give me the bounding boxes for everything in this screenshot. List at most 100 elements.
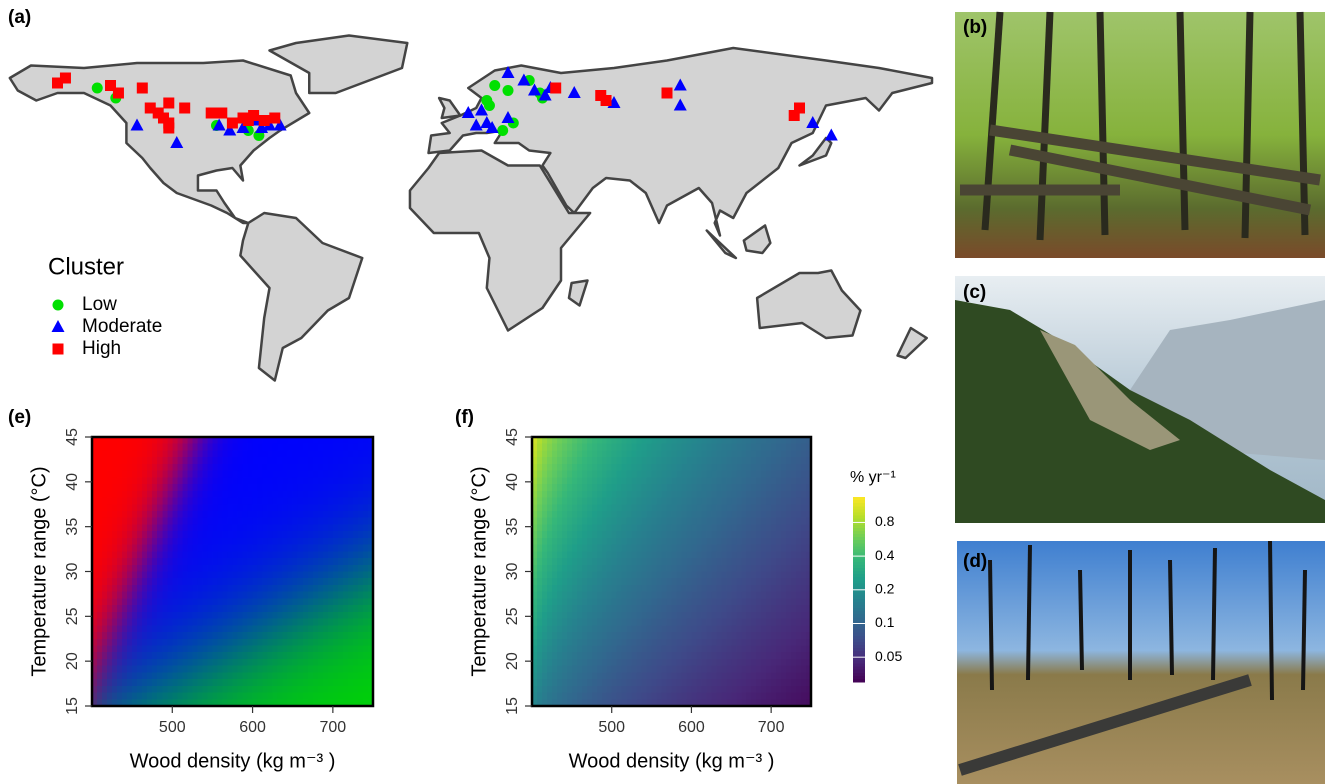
heat-cell: [197, 699, 203, 707]
heat-cell: [242, 665, 249, 673]
heat-cell: [172, 564, 178, 573]
heat-cell: [546, 699, 553, 707]
heat-cell: [352, 470, 359, 478]
heat-cell: [566, 611, 573, 620]
heat-cell: [222, 510, 229, 519]
heat-cell: [721, 457, 727, 465]
heat-cell: [362, 679, 369, 687]
heat-cell: [242, 632, 249, 640]
heat-cell: [532, 531, 538, 539]
heat-cell: [297, 490, 304, 499]
heat-cell: [671, 470, 678, 478]
heat-cell: [192, 443, 198, 452]
heat-cell: [781, 544, 787, 552]
x-tick-label: 600: [678, 719, 705, 736]
heat-cell: [611, 517, 618, 526]
heat-cell: [327, 477, 334, 485]
heat-cell: [676, 558, 683, 566]
heat-cell: [556, 652, 563, 660]
heat-cell: [252, 618, 259, 626]
heat-cell: [342, 584, 349, 593]
heat-cell: [621, 605, 628, 613]
heat-cell: [586, 517, 593, 526]
heat-cell: [581, 470, 588, 478]
heat-cell: [691, 484, 698, 492]
heat-cell: [641, 564, 648, 573]
heat-cell: [277, 477, 284, 485]
heat-cell: [591, 484, 598, 492]
heat-cell: [666, 558, 673, 566]
heat-cell: [806, 477, 812, 485]
heat-cell: [237, 497, 244, 505]
heat-cell: [162, 484, 168, 492]
heat-cell: [596, 457, 603, 465]
heat-cell: [776, 652, 782, 660]
heat-cell: [177, 490, 183, 499]
heat-cell: [621, 679, 628, 687]
heat-cell: [656, 598, 663, 606]
heat-cell: [571, 665, 578, 673]
heat-cell: [122, 584, 128, 593]
heat-cell: [202, 665, 209, 673]
heat-cell: [182, 672, 188, 680]
heat-cell: [756, 484, 762, 492]
heat-cell: [217, 544, 224, 552]
heat-cell: [362, 463, 369, 472]
heat-cell: [292, 632, 299, 640]
heat-cell: [731, 632, 737, 640]
heat-cell: [312, 672, 319, 680]
heat-cell: [581, 544, 588, 552]
heat-cell: [357, 685, 364, 694]
heat-cell: [317, 457, 324, 465]
heat-cell: [342, 665, 349, 673]
heat-cell: [287, 537, 294, 546]
heat-cell: [581, 531, 588, 539]
heat-cell: [546, 551, 553, 559]
heat-cell: [686, 611, 693, 620]
heat-cell: [252, 584, 259, 593]
heat-cell: [736, 632, 742, 640]
heat-cell: [661, 578, 668, 586]
heat-cell: [192, 591, 198, 599]
heat-cell: [212, 437, 219, 445]
heat-cell: [776, 470, 782, 478]
heat-cell: [756, 679, 762, 687]
y-tick-label: 25: [504, 607, 521, 625]
point: [550, 82, 562, 94]
heat-cell: [601, 490, 608, 499]
heat-cell: [147, 632, 153, 640]
heat-cell: [636, 551, 643, 559]
point: [163, 122, 175, 134]
heat-cell: [197, 611, 203, 620]
heat-cell: [282, 591, 289, 599]
heat-cell: [576, 544, 583, 552]
heat-cell: [307, 645, 314, 653]
heat-cell: [307, 470, 314, 478]
heat-cell: [561, 692, 568, 700]
heat-cell: [242, 470, 249, 478]
heat-cell: [601, 457, 608, 465]
heat-cell: [546, 517, 553, 526]
land: [896, 326, 928, 360]
heat-cell: [786, 463, 792, 472]
heat-cell: [242, 584, 249, 593]
heat-cell: [357, 564, 364, 573]
heat-cell: [332, 463, 339, 472]
heat-cell: [556, 497, 563, 505]
heat-cell: [771, 517, 777, 526]
heat-cell: [162, 632, 168, 640]
heat-cell: [167, 517, 173, 526]
heat-cell: [362, 497, 369, 505]
heat-cell: [212, 484, 219, 492]
heat-cell: [536, 584, 543, 593]
heat-cell: [736, 605, 742, 613]
heat-cell: [791, 632, 797, 640]
heat-cell: [626, 618, 633, 626]
heat-cell: [197, 578, 203, 586]
heat-cell: [197, 685, 203, 694]
heat-cell: [337, 470, 344, 478]
heat-cell: [706, 658, 712, 667]
heat-cell: [187, 679, 193, 687]
heat-cell: [771, 477, 777, 485]
heat-cell: [292, 477, 299, 485]
